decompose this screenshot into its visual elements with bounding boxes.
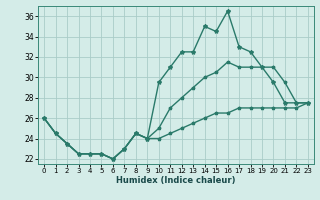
X-axis label: Humidex (Indice chaleur): Humidex (Indice chaleur) [116,176,236,185]
